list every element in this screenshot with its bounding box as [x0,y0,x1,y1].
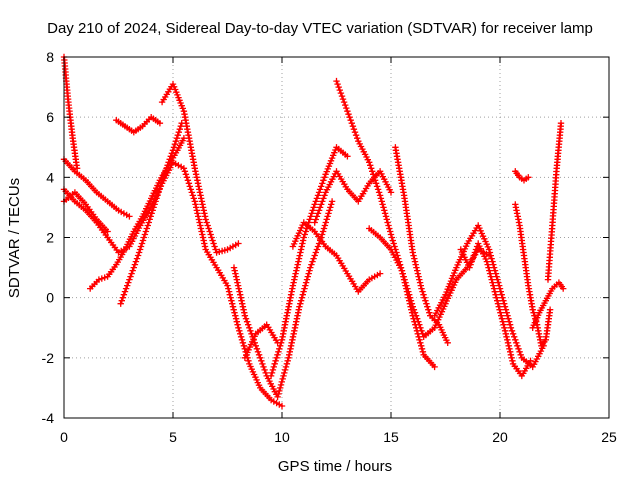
series-markers [457,240,534,380]
series-arc-7 [117,120,185,307]
series-arc-16 [392,144,451,346]
y-tick-label: 0 [46,290,54,306]
plot-frame [63,56,610,419]
series-markers [117,120,185,307]
x-axis-label: GPS time / hours [278,458,392,475]
series-markers [267,144,351,380]
data-series [60,53,567,410]
x-tick-label: 15 [383,429,399,445]
y-tick-label: -2 [42,350,55,366]
x-tick-label: 0 [60,429,68,445]
series-arc-18 [457,240,534,380]
series-markers [512,168,532,184]
series-markers [529,279,567,331]
series-markers [392,144,451,346]
series-markers [544,120,565,283]
chart-title: Day 210 of 2024, Sidereal Day-to-day VTE… [47,20,593,37]
x-tick-label: 5 [169,429,177,445]
y-axis-label: SDTVAR / TECUs [6,178,23,298]
x-tick-label: 20 [492,429,508,445]
series-arc-6 [113,114,164,136]
series-markers [241,321,281,361]
axes: 0 5 10 15 20 25 -4 -2 0 2 4 6 8 [42,49,617,445]
series-markers [113,114,164,136]
series-arc-22 [544,120,565,283]
y-tick-label: 2 [46,230,54,246]
x-tick-label: 10 [274,429,290,445]
series-markers [512,201,554,349]
series-arc-20 [512,201,554,349]
y-tick-label: -4 [42,410,55,426]
series-markers [158,80,242,256]
series-arc-8 [158,80,242,256]
series-arc-12 [289,219,384,295]
y-tick-label: 4 [46,169,54,185]
series-arc-19 [512,168,532,184]
series-arc-9 [230,198,336,401]
series-markers [289,219,384,295]
series-arc-10 [241,321,281,361]
series-arc-11 [267,144,351,380]
x-tick-label: 25 [601,429,617,445]
series-arc-21 [529,279,567,331]
y-tick-label: 8 [46,49,54,65]
y-tick-label: 6 [46,109,54,125]
